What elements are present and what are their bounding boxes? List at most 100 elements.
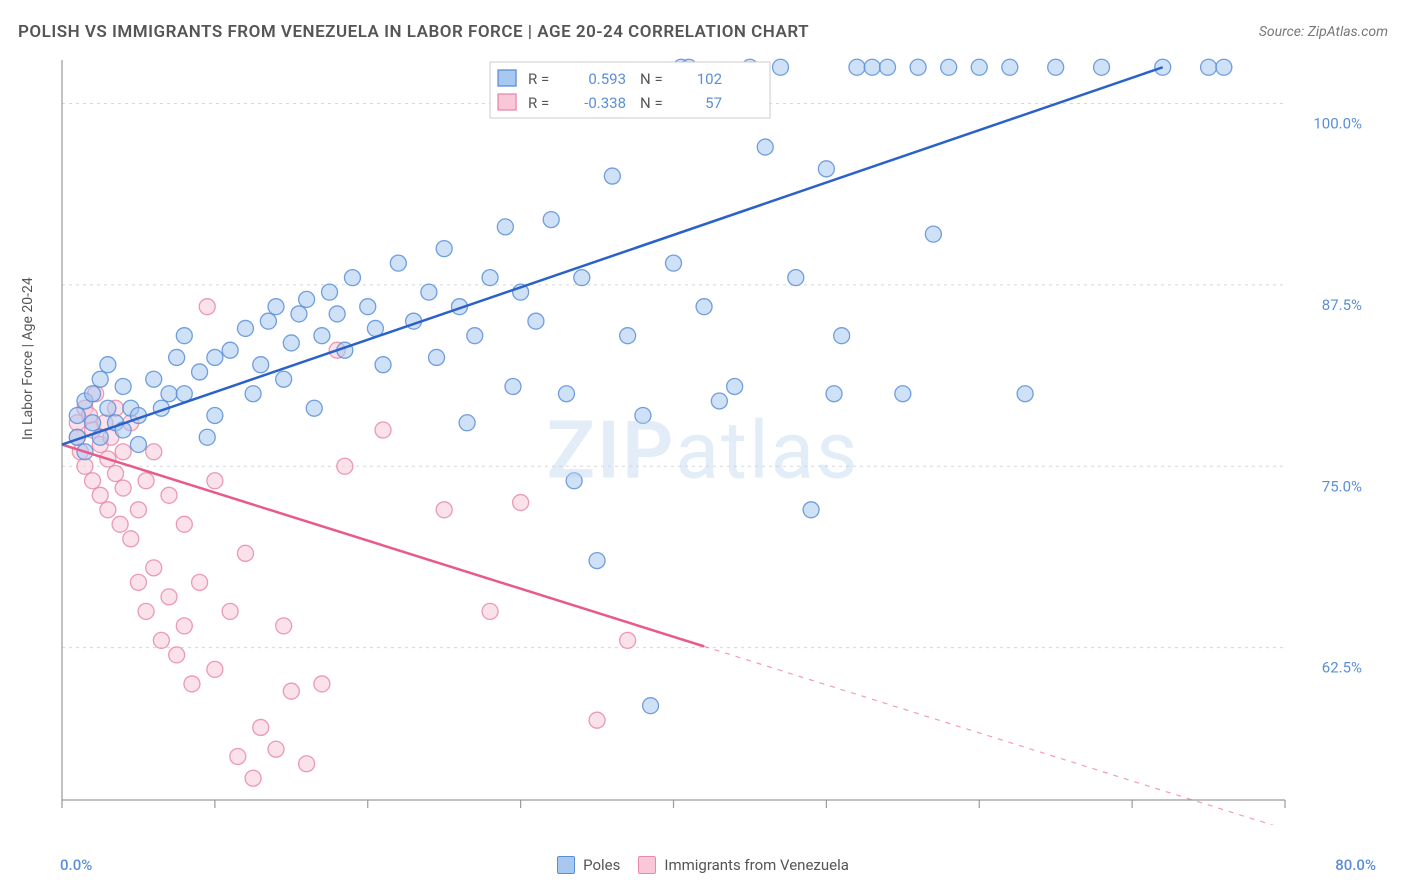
scatter-point: [161, 589, 177, 605]
scatter-point: [85, 473, 101, 489]
scatter-point: [643, 698, 659, 714]
scatter-point: [1002, 59, 1018, 75]
scatter-point: [161, 386, 177, 402]
scatter-point: [108, 466, 124, 482]
scatter-point: [260, 313, 276, 329]
scatter-point: [207, 661, 223, 677]
scatter-point: [528, 313, 544, 329]
scatter-point: [925, 226, 941, 242]
scatter-point: [245, 770, 261, 786]
scatter-point: [558, 386, 574, 402]
scatter-point: [92, 487, 108, 503]
scatter-point: [146, 560, 162, 576]
scatter-point: [169, 349, 185, 365]
legend-item: Poles: [557, 856, 620, 874]
stats-r-label: R =: [528, 94, 549, 112]
scatter-point: [971, 59, 987, 75]
scatter-point: [237, 545, 253, 561]
scatter-point: [666, 255, 682, 271]
scatter-point: [314, 328, 330, 344]
scatter-point: [826, 386, 842, 402]
legend-swatch: [557, 856, 575, 874]
scatter-point: [192, 364, 208, 380]
scatter-point: [253, 357, 269, 373]
scatter-point: [910, 59, 926, 75]
scatter-point: [375, 357, 391, 373]
scatter-point: [1048, 59, 1064, 75]
stats-swatch: [498, 70, 516, 86]
scatter-point: [1216, 59, 1232, 75]
scatter-point: [421, 284, 437, 300]
scatter-point: [100, 357, 116, 373]
scatter-point: [176, 386, 192, 402]
scatter-point: [123, 531, 139, 547]
y-axis-label: In Labor Force | Age 20-24: [20, 277, 36, 440]
scatter-point: [192, 574, 208, 590]
scatter-point: [222, 342, 238, 358]
scatter-point: [513, 495, 529, 511]
scatter-point: [184, 676, 200, 692]
scatter-point: [306, 400, 322, 416]
scatter-point: [138, 473, 154, 489]
scatter-point: [146, 444, 162, 460]
scatter-point: [112, 516, 128, 532]
scatter-point: [276, 371, 292, 387]
scatter-plot: 62.5%75.0%87.5%100.0%R =0.593N =102R =-0…: [60, 55, 1370, 825]
scatter-point: [360, 299, 376, 315]
scatter-point: [620, 328, 636, 344]
scatter-point: [788, 270, 804, 286]
bottom-legend: Poles Immigrants from Venezuela: [0, 856, 1406, 874]
scatter-point: [834, 328, 850, 344]
scatter-point: [237, 320, 253, 336]
scatter-point: [482, 603, 498, 619]
scatter-point: [69, 407, 85, 423]
stats-n-value: 57: [705, 94, 722, 112]
scatter-point: [176, 516, 192, 532]
scatter-point: [390, 255, 406, 271]
source-label: Source: ZipAtlas.com: [1259, 24, 1388, 40]
stats-swatch: [498, 94, 516, 110]
regression-line: [62, 67, 1163, 444]
scatter-point: [138, 603, 154, 619]
scatter-point: [322, 284, 338, 300]
scatter-point: [314, 676, 330, 692]
scatter-point: [207, 349, 223, 365]
scatter-point: [115, 444, 131, 460]
scatter-point: [253, 719, 269, 735]
scatter-point: [727, 378, 743, 394]
scatter-point: [864, 59, 880, 75]
scatter-point: [497, 219, 513, 235]
scatter-point: [849, 59, 865, 75]
scatter-point: [429, 349, 445, 365]
scatter-point: [337, 458, 353, 474]
legend-swatch: [638, 856, 656, 874]
y-tick-label: 75.0%: [1322, 477, 1362, 495]
scatter-point: [635, 407, 651, 423]
scatter-point: [299, 756, 315, 772]
scatter-point: [589, 712, 605, 728]
scatter-point: [207, 407, 223, 423]
scatter-point: [505, 378, 521, 394]
regression-line: [62, 445, 704, 647]
scatter-point: [1155, 59, 1171, 75]
scatter-point: [757, 139, 773, 155]
scatter-point: [620, 632, 636, 648]
stats-n-label: N =: [640, 94, 663, 112]
scatter-point: [574, 270, 590, 286]
legend-label: Immigrants from Venezuela: [664, 856, 849, 874]
scatter-point: [130, 437, 146, 453]
legend-label: Poles: [583, 856, 620, 874]
scatter-point: [230, 748, 246, 764]
scatter-point: [543, 212, 559, 228]
scatter-point: [283, 683, 299, 699]
scatter-point: [299, 291, 315, 307]
scatter-point: [1017, 386, 1033, 402]
scatter-point: [283, 335, 299, 351]
scatter-point: [467, 328, 483, 344]
scatter-point: [115, 378, 131, 394]
scatter-point: [344, 270, 360, 286]
regression-line-dashed: [704, 646, 1285, 825]
scatter-point: [696, 299, 712, 315]
stats-r-label: R =: [528, 70, 549, 88]
scatter-point: [436, 241, 452, 257]
